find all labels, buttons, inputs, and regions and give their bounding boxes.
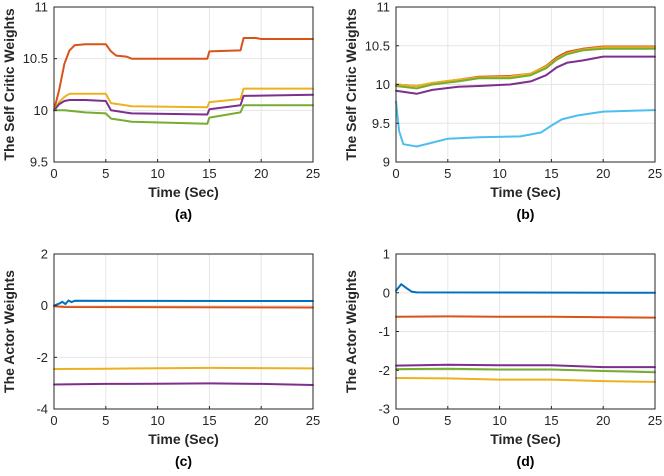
- series-line-yellow: [395, 377, 656, 383]
- y-tick-label: 11: [377, 0, 391, 15]
- x-axis-label: Time (Sec): [148, 184, 219, 200]
- series-line-purple: [395, 55, 656, 95]
- x-tick-label: 25: [648, 413, 662, 428]
- series-line-yellow: [53, 87, 314, 112]
- x-axis-label: Time (Sec): [490, 431, 561, 447]
- y-tick-label: 9.5: [30, 155, 48, 170]
- x-tick-label: 25: [306, 166, 320, 181]
- axes-frame: [53, 6, 314, 163]
- y-tick-label: 11: [35, 0, 49, 15]
- series-line-red: [53, 37, 314, 112]
- x-tick-label: 5: [102, 413, 109, 428]
- y-tick-label: -3: [378, 402, 390, 417]
- subplot-b: 0 5 10 15 20 25 9 9.5 10 10.5 11 Time (Sec) The Self…: [343, 0, 662, 222]
- subplot-caption: (c): [175, 453, 192, 469]
- series-line-purple: [53, 93, 314, 116]
- y-tick-label: 2: [41, 247, 48, 262]
- y-tick-label: 0: [383, 285, 390, 300]
- x-tick-label: 15: [544, 166, 558, 181]
- x-tick-label: 25: [648, 166, 662, 181]
- y-tick-label: 10: [376, 77, 390, 92]
- series-line-green: [395, 47, 656, 90]
- series-line-red: [53, 305, 314, 309]
- series-line-cyan: [395, 100, 656, 148]
- x-tick-label: 5: [102, 166, 109, 181]
- x-tick-label: 15: [202, 166, 216, 181]
- x-axis-label: Time (Sec): [490, 184, 561, 200]
- x-tick-label: 5: [444, 413, 451, 428]
- x-tick-label: 20: [596, 166, 610, 181]
- x-tick-label: 15: [202, 413, 216, 428]
- y-tick-label: 9.5: [372, 116, 390, 131]
- x-tick-label: 10: [150, 166, 164, 181]
- subplot-caption: (d): [517, 453, 535, 469]
- x-tick-label: 5: [444, 166, 451, 181]
- x-tick-label: 10: [150, 413, 164, 428]
- y-tick-label: 0: [41, 298, 48, 313]
- y-axis-label: The Actor Weights: [343, 270, 359, 393]
- y-tick-label: -2: [378, 363, 390, 378]
- subplot-caption: (a): [175, 206, 192, 222]
- x-tick-label: 0: [50, 166, 57, 181]
- series-line-green: [395, 367, 656, 374]
- x-tick-label: 25: [306, 413, 320, 428]
- axes-frame: [53, 253, 314, 410]
- subplot-d: 0 5 10 15 20 25 -3 -2 -1 0 1 Time (Sec) The Actor We…: [343, 247, 662, 470]
- series-line-purple: [53, 382, 314, 386]
- x-tick-label: 20: [596, 413, 610, 428]
- y-axis-label: The Self Critic Weights: [1, 8, 17, 160]
- series-line-purple: [395, 363, 656, 369]
- x-axis-label: Time (Sec): [148, 431, 219, 447]
- series-line-blue: [395, 283, 656, 294]
- subplot-a: 0 5 10 15 20 25 9.5 10 10.5 11 Time (Sec) The Self …: [1, 0, 320, 222]
- x-tick-label: 0: [392, 413, 399, 428]
- x-tick-label: 10: [492, 166, 506, 181]
- y-tick-label: 1: [383, 247, 390, 262]
- x-tick-label: 0: [50, 413, 57, 428]
- x-tick-label: 20: [254, 166, 268, 181]
- plot-area: [53, 6, 314, 163]
- y-tick-label: -1: [378, 324, 390, 339]
- series-line-red: [395, 315, 656, 319]
- y-tick-label: 10.5: [23, 51, 48, 66]
- series-line-green: [53, 104, 314, 125]
- y-tick-label: -4: [36, 402, 48, 417]
- x-tick-label: 0: [392, 166, 399, 181]
- y-tick-label: 10.5: [365, 38, 390, 53]
- y-tick-label: 9: [383, 155, 390, 170]
- plot-area: [53, 253, 314, 410]
- y-tick-label: 10: [34, 103, 48, 118]
- series-line-blue: [53, 299, 314, 307]
- subplot-caption: (b): [517, 206, 535, 222]
- x-tick-label: 10: [492, 413, 506, 428]
- y-tick-label: -2: [36, 350, 48, 365]
- x-tick-label: 20: [254, 413, 268, 428]
- y-axis-label: The Actor Weights: [1, 270, 17, 393]
- series-line-yellow: [53, 366, 314, 370]
- x-tick-label: 15: [544, 413, 558, 428]
- y-axis-label: The Self Critic Weights: [343, 8, 359, 160]
- subplot-c: 0 5 10 15 20 25 -4 -2 0 2 Time (Sec) The Actor Weig…: [1, 247, 320, 470]
